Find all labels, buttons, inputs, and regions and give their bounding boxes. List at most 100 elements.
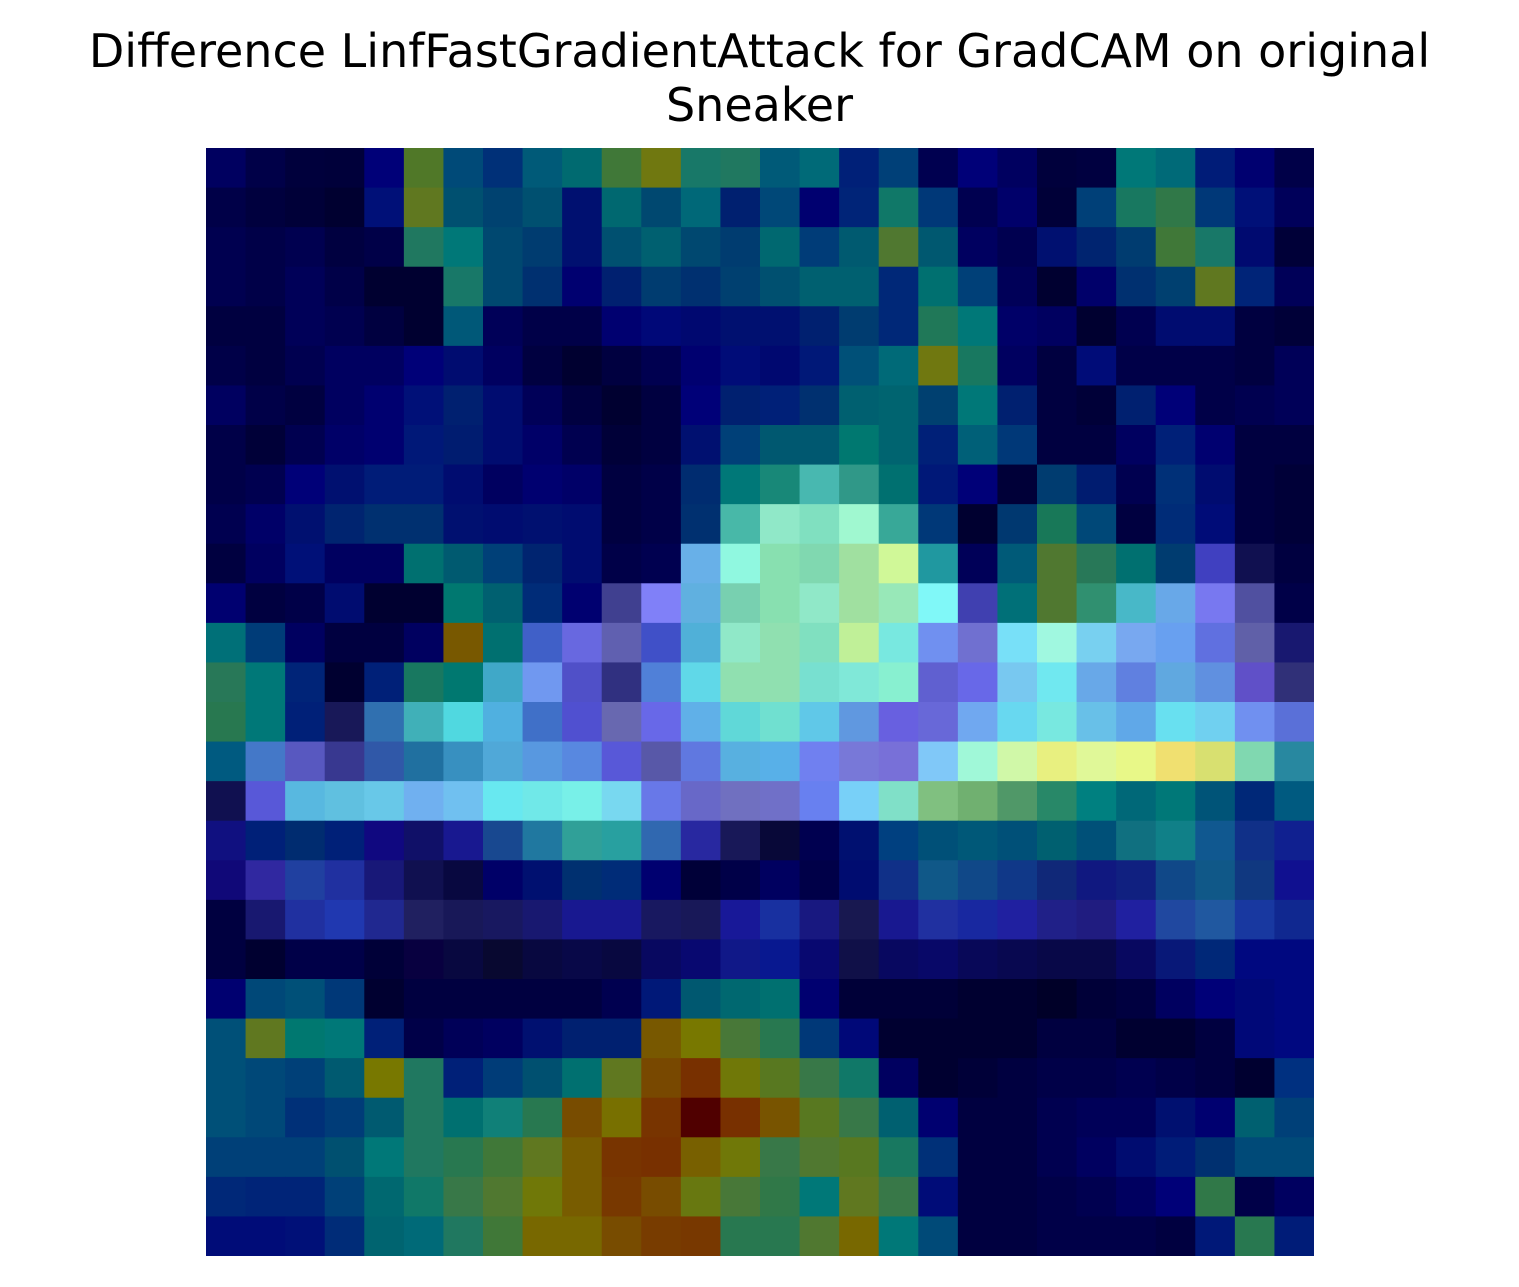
heatmap-cell (483, 425, 524, 466)
heatmap-cell (483, 820, 524, 861)
heatmap-cell (1037, 1216, 1078, 1256)
heatmap-cell (522, 385, 563, 426)
heatmap-cell (245, 939, 286, 980)
heatmap-cell (997, 266, 1038, 307)
heatmap-cell (957, 385, 999, 426)
heatmap-cell (1116, 266, 1157, 307)
heatmap-cell (680, 741, 722, 782)
heatmap-cell (1037, 622, 1078, 664)
heatmap-cell (245, 1018, 286, 1059)
heatmap-cell (522, 662, 563, 703)
heatmap-cell (1274, 1216, 1314, 1256)
heatmap-cell (364, 385, 405, 426)
heatmap-cell (918, 425, 959, 466)
heatmap-cell (1195, 425, 1236, 466)
heatmap-cell (522, 939, 563, 980)
heatmap-cell (206, 1018, 247, 1059)
heatmap-cell (997, 227, 1038, 268)
heatmap-cell (522, 899, 563, 941)
heatmap-cell (285, 266, 326, 307)
heatmap-cell (1116, 227, 1157, 268)
heatmap-cell (245, 148, 286, 189)
heatmap-cell (245, 464, 286, 505)
heatmap-cell (443, 741, 484, 782)
heatmap-cell (760, 504, 801, 545)
heatmap-cell (245, 1097, 286, 1138)
heatmap-cell (1274, 148, 1314, 189)
heatmap-cell (1116, 187, 1157, 228)
heatmap-cell (799, 464, 840, 505)
heatmap-cell (403, 345, 445, 387)
heatmap-cell (1234, 504, 1276, 545)
heatmap-cell (997, 1018, 1038, 1059)
heatmap-cell (997, 860, 1038, 901)
heatmap-cell (1155, 622, 1196, 664)
heatmap-cell (1234, 385, 1276, 426)
heatmap-cell (1116, 662, 1157, 703)
heatmap-cell (878, 1097, 919, 1138)
heatmap-cell (1076, 1097, 1117, 1138)
heatmap-cell (997, 583, 1038, 624)
heatmap-cell (206, 662, 247, 703)
heatmap-cell (324, 148, 365, 189)
heatmap-cell (324, 1097, 365, 1138)
heatmap-cell (443, 266, 484, 307)
heatmap-cell (680, 543, 722, 584)
heatmap-cell (641, 543, 682, 584)
heatmap-cell (680, 385, 722, 426)
heatmap-cell (720, 820, 761, 861)
heatmap-cell (878, 425, 919, 466)
heatmap-cell (1076, 1018, 1117, 1059)
heatmap-cell (1274, 622, 1314, 664)
heatmap-cell (206, 504, 247, 545)
heatmap-cell (918, 227, 959, 268)
heatmap-cell (878, 187, 919, 228)
heatmap-cell (918, 1097, 959, 1138)
heatmap-cell (720, 622, 761, 664)
heatmap-cell (799, 266, 840, 307)
heatmap-cell (601, 266, 642, 307)
heatmap-cell (720, 860, 761, 901)
heatmap-cell (680, 1216, 722, 1256)
heatmap-cell (483, 227, 524, 268)
heatmap-cell (918, 820, 959, 861)
heatmap-cell (918, 583, 959, 624)
heatmap-cell (839, 781, 880, 822)
heatmap-cell (1195, 148, 1236, 189)
heatmap-cell (760, 425, 801, 466)
heatmap-cell (839, 702, 880, 743)
heatmap-cell (1037, 306, 1078, 347)
heatmap-cell (997, 741, 1038, 782)
heatmap-cell (1195, 741, 1236, 782)
heatmap-cell (918, 464, 959, 505)
heatmap-cell (720, 1216, 761, 1256)
heatmap-cell (324, 425, 365, 466)
heatmap-cell (1076, 425, 1117, 466)
heatmap-cell (641, 741, 682, 782)
heatmap-cell (562, 1058, 603, 1099)
heatmap-cell (1195, 187, 1236, 228)
heatmap-cell (562, 979, 603, 1020)
heatmap-cell (562, 741, 603, 782)
heatmap-cell (1234, 899, 1276, 941)
heatmap-cell (206, 148, 247, 189)
heatmap-cell (443, 1097, 484, 1138)
heatmap-cell (1076, 1176, 1117, 1218)
heatmap-cell (285, 1216, 326, 1256)
heatmap-cell (918, 266, 959, 307)
heatmap-cell (245, 662, 286, 703)
heatmap-cell (403, 1058, 445, 1099)
heatmap-cell (878, 266, 919, 307)
heatmap-cell (1116, 1018, 1157, 1059)
heatmap-cell (364, 1176, 405, 1218)
heatmap-cell (957, 504, 999, 545)
heatmap-cell (957, 306, 999, 347)
heatmap-cell (403, 939, 445, 980)
heatmap-cell (760, 583, 801, 624)
heatmap-cell (364, 939, 405, 980)
heatmap-cell (680, 1137, 722, 1178)
heatmap-cell (483, 1097, 524, 1138)
heatmap-cell (799, 1176, 840, 1218)
heatmap-cell (997, 820, 1038, 861)
heatmap-cell (839, 583, 880, 624)
